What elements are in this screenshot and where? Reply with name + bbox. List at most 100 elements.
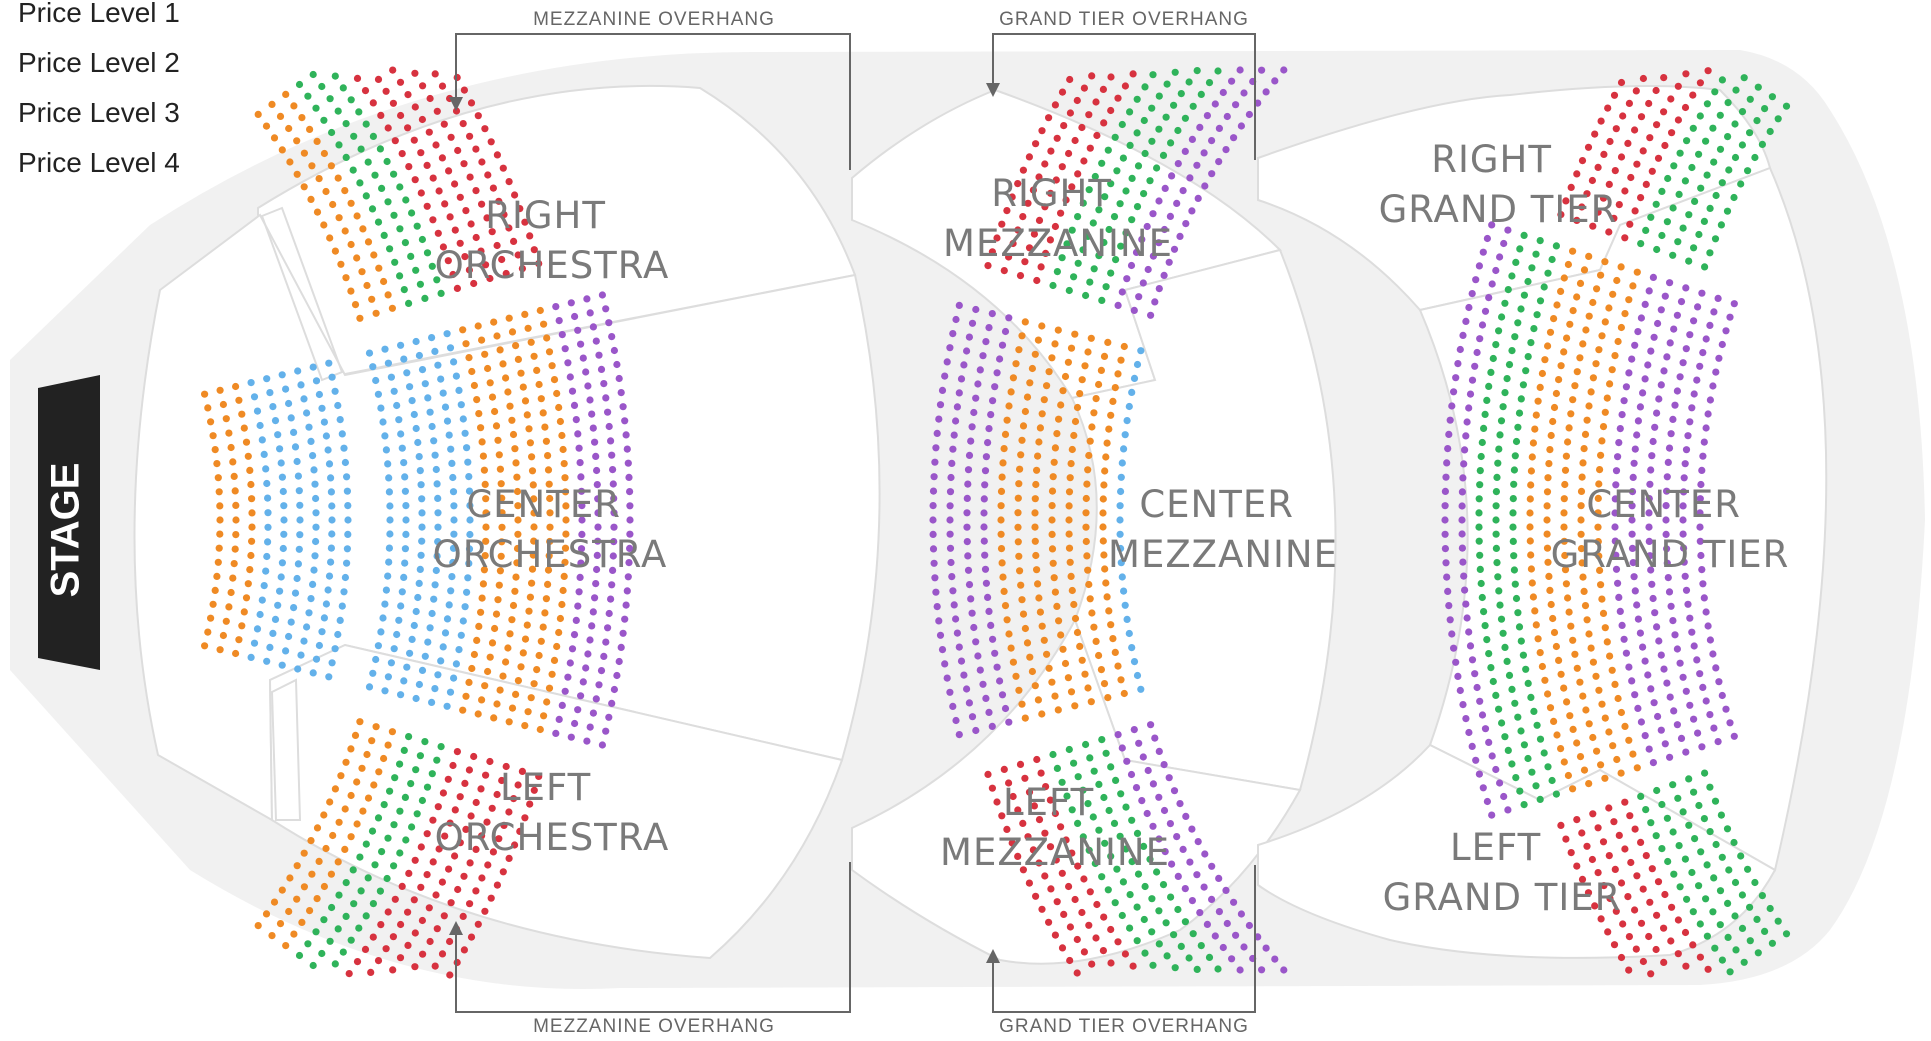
seat-center-orchestra-outer[interactable] [542, 437, 551, 445]
seat-center-orchestra-outer[interactable] [524, 324, 532, 332]
seat-center-mezzanine[interactable] [999, 573, 1007, 581]
seat-center-grand-tier[interactable] [1495, 445, 1503, 453]
seat-right-grand-tier[interactable] [1706, 204, 1714, 212]
seat-left-grand-tier[interactable] [1583, 842, 1591, 850]
seat-center-mezzanine[interactable] [947, 473, 955, 482]
seat-center-mezzanine[interactable] [1117, 544, 1125, 553]
seat-center-grand-tier[interactable] [1571, 382, 1579, 390]
seat-right-mezzanine[interactable] [1155, 285, 1163, 293]
seat-right-orchestra[interactable] [295, 80, 304, 89]
seat-right-grand-tier[interactable] [1711, 235, 1720, 243]
seat-center-grand-tier[interactable] [1578, 559, 1586, 567]
seat-left-mezzanine[interactable] [1174, 905, 1182, 914]
seat-right-orchestra[interactable] [320, 221, 328, 229]
seat-center-orchestra-outer[interactable] [576, 459, 584, 467]
seat-center-orchestra-outer[interactable] [478, 438, 486, 446]
seat-center-grand-tier[interactable] [1517, 727, 1525, 735]
seat-center-grand-tier[interactable] [1524, 353, 1532, 361]
seat-left-orchestra[interactable] [329, 831, 337, 840]
seat-center-orchestra-inner[interactable] [225, 603, 233, 611]
seat-center-orchestra-outer[interactable] [546, 523, 554, 531]
seat-center-grand-tier[interactable] [1666, 279, 1674, 287]
seat-center-grand-tier[interactable] [1706, 636, 1714, 644]
seat-left-orchestra[interactable] [433, 756, 441, 764]
seat-center-orchestra-outer[interactable] [382, 446, 390, 454]
seat-left-grand-tier[interactable] [1647, 970, 1655, 978]
seat-center-grand-tier[interactable] [1479, 248, 1487, 256]
seat-center-grand-tier[interactable] [1441, 502, 1449, 510]
seat-center-grand-tier[interactable] [1485, 738, 1493, 747]
seat-left-orchestra[interactable] [389, 933, 397, 941]
seat-right-orchestra[interactable] [401, 239, 409, 247]
seat-left-mezzanine[interactable] [1149, 961, 1157, 969]
seat-center-grand-tier[interactable] [1553, 301, 1561, 309]
seat-left-orchestra[interactable] [293, 895, 301, 903]
seat-left-mezzanine[interactable] [1148, 895, 1156, 903]
seat-left-grand-tier[interactable] [1627, 858, 1635, 867]
seat-center-grand-tier[interactable] [1520, 231, 1528, 239]
seat-left-grand-tier[interactable] [1639, 957, 1647, 966]
seat-left-orchestra[interactable] [312, 928, 320, 936]
seat-left-orchestra[interactable] [518, 767, 527, 776]
seat-center-grand-tier[interactable] [1475, 509, 1483, 517]
seat-center-orchestra-outer[interactable] [521, 310, 529, 318]
seat-center-mezzanine[interactable] [950, 601, 958, 609]
seat-left-orchestra[interactable] [472, 798, 480, 807]
seat-center-orchestra-outer[interactable] [566, 373, 574, 381]
seat-left-mezzanine[interactable] [1176, 800, 1184, 808]
seat-center-orchestra-outer[interactable] [447, 587, 455, 595]
seat-right-grand-tier[interactable] [1700, 217, 1708, 225]
seat-center-grand-tier[interactable] [1679, 530, 1687, 538]
seat-center-mezzanine[interactable] [1071, 702, 1079, 710]
seat-left-mezzanine[interactable] [1219, 943, 1227, 952]
seat-center-orchestra-inner[interactable] [278, 661, 286, 669]
seat-center-orchestra-inner[interactable] [344, 516, 352, 524]
seat-center-grand-tier[interactable] [1463, 614, 1471, 622]
seat-center-mezzanine[interactable] [1018, 596, 1026, 604]
seat-left-orchestra[interactable] [390, 821, 398, 829]
seat-center-grand-tier[interactable] [1508, 347, 1516, 355]
seat-center-orchestra-inner[interactable] [258, 436, 266, 444]
seat-center-grand-tier[interactable] [1458, 544, 1466, 552]
seat-right-orchestra[interactable] [368, 295, 376, 303]
seat-right-orchestra[interactable] [383, 157, 391, 166]
seat-right-mezzanine[interactable] [1134, 162, 1143, 170]
seat-right-orchestra[interactable] [363, 281, 371, 290]
seat-center-mezzanine[interactable] [933, 429, 941, 437]
seat-right-mezzanine[interactable] [1009, 239, 1017, 248]
seat-right-orchestra[interactable] [474, 112, 482, 120]
seat-center-grand-tier[interactable] [1657, 381, 1665, 389]
seat-center-mezzanine[interactable] [1018, 700, 1026, 708]
seat-center-mezzanine[interactable] [1114, 370, 1122, 378]
seat-left-orchestra[interactable] [313, 895, 321, 903]
seat-center-orchestra-inner[interactable] [232, 531, 240, 539]
seat-center-orchestra-outer[interactable] [560, 572, 568, 581]
seat-center-orchestra-outer[interactable] [545, 348, 554, 356]
seat-center-grand-tier[interactable] [1650, 699, 1658, 707]
seat-center-orchestra-outer[interactable] [384, 460, 392, 468]
seat-left-orchestra[interactable] [327, 870, 335, 878]
seat-center-grand-tier[interactable] [1538, 662, 1546, 671]
seat-left-grand-tier[interactable] [1615, 831, 1623, 840]
seat-left-mezzanine[interactable] [1058, 869, 1066, 877]
seat-center-grand-tier[interactable] [1645, 287, 1653, 295]
seat-center-grand-tier[interactable] [1722, 705, 1730, 713]
seat-right-mezzanine[interactable] [1100, 119, 1108, 127]
seat-center-mezzanine[interactable] [1016, 465, 1024, 473]
seat-center-grand-tier[interactable] [1456, 686, 1464, 695]
seat-center-orchestra-inner[interactable] [294, 560, 302, 568]
seat-right-mezzanine[interactable] [1065, 286, 1073, 295]
seat-right-grand-tier[interactable] [1746, 95, 1754, 103]
seat-right-grand-tier[interactable] [1768, 93, 1776, 101]
seat-center-mezzanine[interactable] [963, 347, 971, 355]
seat-center-orchestra-outer[interactable] [365, 349, 374, 357]
seat-center-grand-tier[interactable] [1459, 331, 1467, 339]
seat-center-orchestra-outer[interactable] [545, 480, 553, 488]
seat-right-grand-tier[interactable] [1658, 187, 1666, 195]
seat-right-orchestra[interactable] [405, 163, 413, 171]
seat-center-grand-tier[interactable] [1546, 446, 1554, 454]
seat-center-grand-tier[interactable] [1585, 252, 1593, 260]
seat-left-grand-tier[interactable] [1681, 855, 1689, 863]
seat-left-grand-tier[interactable] [1612, 907, 1620, 915]
seat-center-grand-tier[interactable] [1552, 642, 1560, 651]
